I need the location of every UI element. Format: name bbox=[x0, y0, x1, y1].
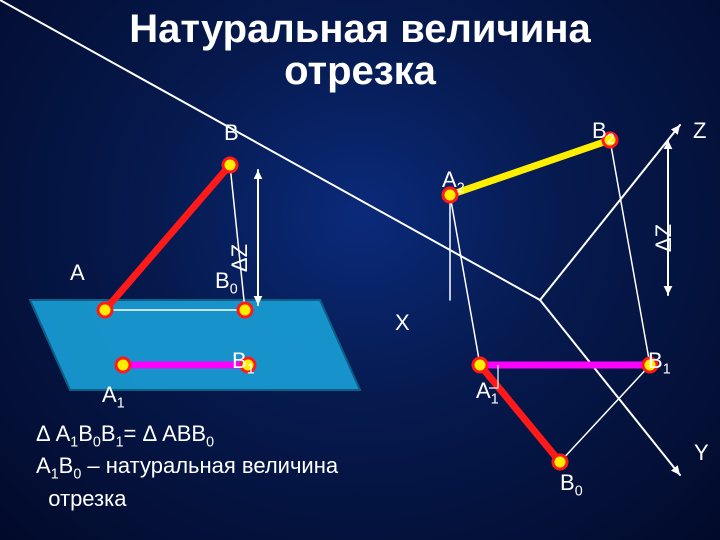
footer-text: Δ A1B0B1= Δ АВВ0 A1B0 – натуральная вели… bbox=[36, 420, 338, 512]
